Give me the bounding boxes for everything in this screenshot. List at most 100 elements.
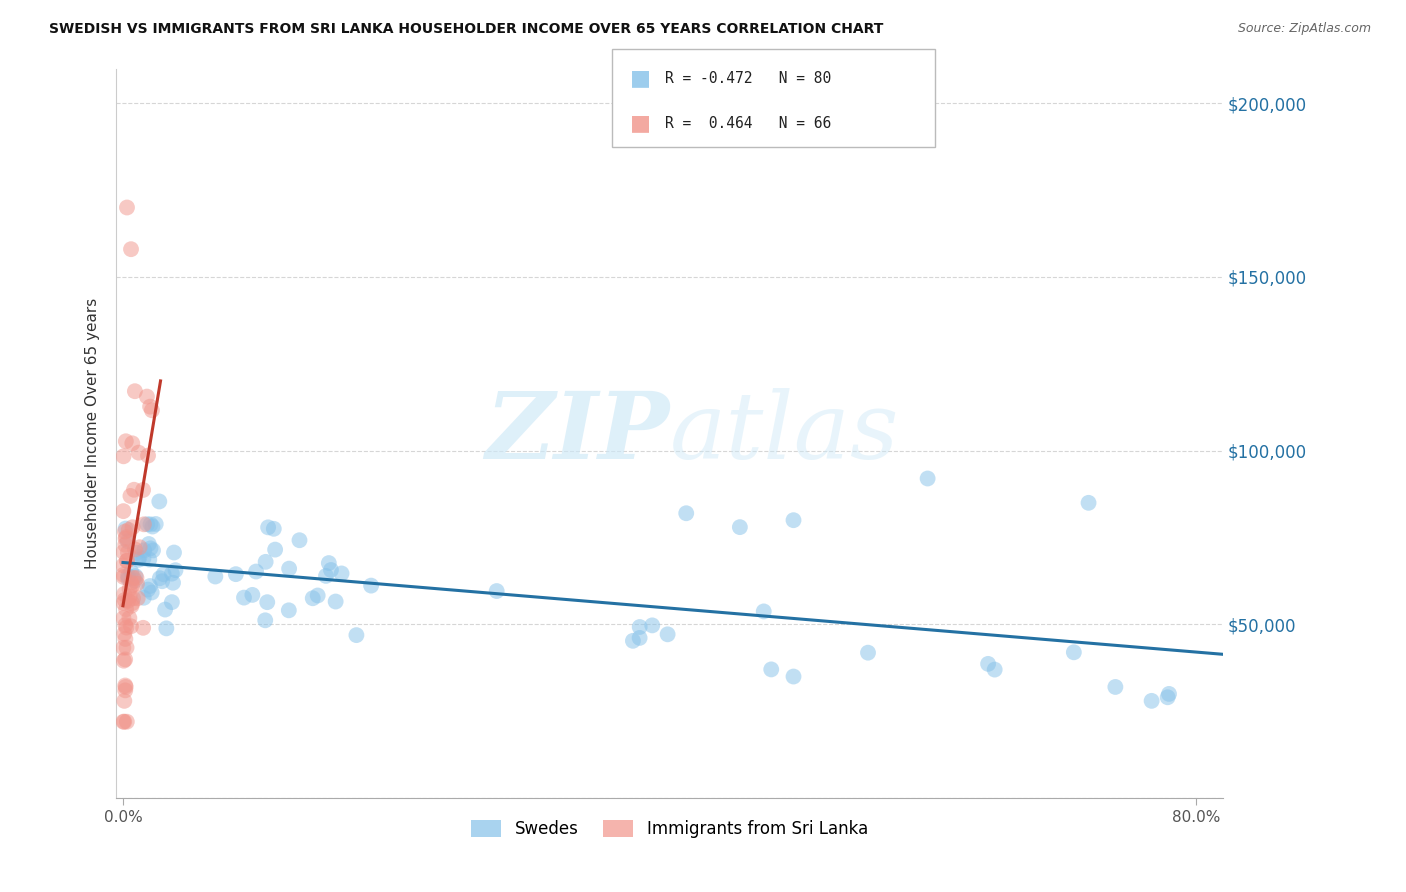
Text: ■: ■ xyxy=(630,113,651,133)
Point xyxy=(117,569,139,583)
Point xyxy=(118,590,141,604)
Point xyxy=(139,579,162,593)
Point xyxy=(112,567,135,582)
Text: ■: ■ xyxy=(630,69,651,88)
Point xyxy=(138,552,160,566)
Point xyxy=(122,483,145,497)
Point xyxy=(728,520,751,534)
Point xyxy=(114,683,136,698)
Point xyxy=(125,571,148,585)
Y-axis label: Householder Income Over 65 years: Householder Income Over 65 years xyxy=(86,298,100,569)
Point xyxy=(628,631,651,645)
Point xyxy=(112,558,135,573)
Point xyxy=(485,584,508,599)
Point xyxy=(139,400,162,414)
Point xyxy=(319,563,342,577)
Point xyxy=(132,591,155,605)
Point xyxy=(160,595,183,609)
Text: Source: ZipAtlas.com: Source: ZipAtlas.com xyxy=(1237,22,1371,36)
Point xyxy=(657,627,679,641)
Point xyxy=(112,640,135,655)
Point xyxy=(114,632,136,646)
Point xyxy=(307,589,329,603)
Point xyxy=(132,517,155,532)
Legend: Swedes, Immigrants from Sri Lanka: Swedes, Immigrants from Sri Lanka xyxy=(464,813,875,845)
Point xyxy=(115,530,138,544)
Point xyxy=(120,242,142,256)
Point xyxy=(1104,680,1126,694)
Point xyxy=(136,517,159,532)
Point xyxy=(121,578,143,592)
Point xyxy=(120,575,142,590)
Point xyxy=(257,520,280,534)
Point xyxy=(148,494,170,508)
Point xyxy=(120,619,142,633)
Point xyxy=(115,554,138,568)
Point xyxy=(115,201,138,215)
Point xyxy=(122,571,145,585)
Point xyxy=(112,570,135,584)
Point xyxy=(153,602,176,616)
Point xyxy=(112,714,135,729)
Point xyxy=(115,554,138,568)
Point xyxy=(163,545,186,559)
Point xyxy=(278,561,301,575)
Point xyxy=(121,596,143,610)
Point xyxy=(117,534,139,549)
Point xyxy=(917,471,939,485)
Point xyxy=(121,436,143,450)
Point xyxy=(120,489,142,503)
Point xyxy=(114,652,136,666)
Point xyxy=(136,390,159,404)
Point xyxy=(114,618,136,632)
Point xyxy=(325,594,347,608)
Point xyxy=(162,575,184,590)
Point xyxy=(125,576,148,591)
Point xyxy=(142,543,165,558)
Point xyxy=(330,566,353,581)
Point xyxy=(112,654,135,668)
Point xyxy=(145,516,167,531)
Point xyxy=(132,551,155,566)
Point xyxy=(856,646,879,660)
Point xyxy=(112,626,135,640)
Point xyxy=(127,553,149,567)
Point xyxy=(139,541,162,556)
Point xyxy=(118,611,141,625)
Point xyxy=(115,640,138,655)
Point xyxy=(136,449,159,463)
Point xyxy=(114,678,136,692)
Point xyxy=(134,543,156,558)
Point xyxy=(112,714,135,729)
Point xyxy=(117,593,139,607)
Point xyxy=(141,519,163,533)
Point xyxy=(621,633,644,648)
Point xyxy=(114,680,136,694)
Point xyxy=(149,571,172,585)
Point xyxy=(641,618,664,632)
Point xyxy=(160,566,183,581)
Point xyxy=(114,434,136,449)
Point xyxy=(118,523,141,537)
Point xyxy=(225,567,247,582)
Point xyxy=(128,540,150,554)
Point xyxy=(1156,690,1178,705)
Text: SWEDISH VS IMMIGRANTS FROM SRI LANKA HOUSEHOLDER INCOME OVER 65 YEARS CORRELATIO: SWEDISH VS IMMIGRANTS FROM SRI LANKA HOU… xyxy=(49,22,883,37)
Point xyxy=(141,403,163,417)
Point xyxy=(1077,496,1099,510)
Point xyxy=(132,483,155,497)
Point xyxy=(1157,687,1180,701)
Point xyxy=(125,546,148,560)
Point xyxy=(117,572,139,586)
Point xyxy=(124,542,146,557)
Point xyxy=(628,620,651,634)
Point xyxy=(318,556,340,570)
Point xyxy=(977,657,1000,671)
Point xyxy=(112,596,135,610)
Point xyxy=(118,582,141,596)
Point xyxy=(117,545,139,559)
Point xyxy=(761,662,783,676)
Point xyxy=(120,565,142,579)
Point xyxy=(1063,645,1085,659)
Point xyxy=(254,555,277,569)
